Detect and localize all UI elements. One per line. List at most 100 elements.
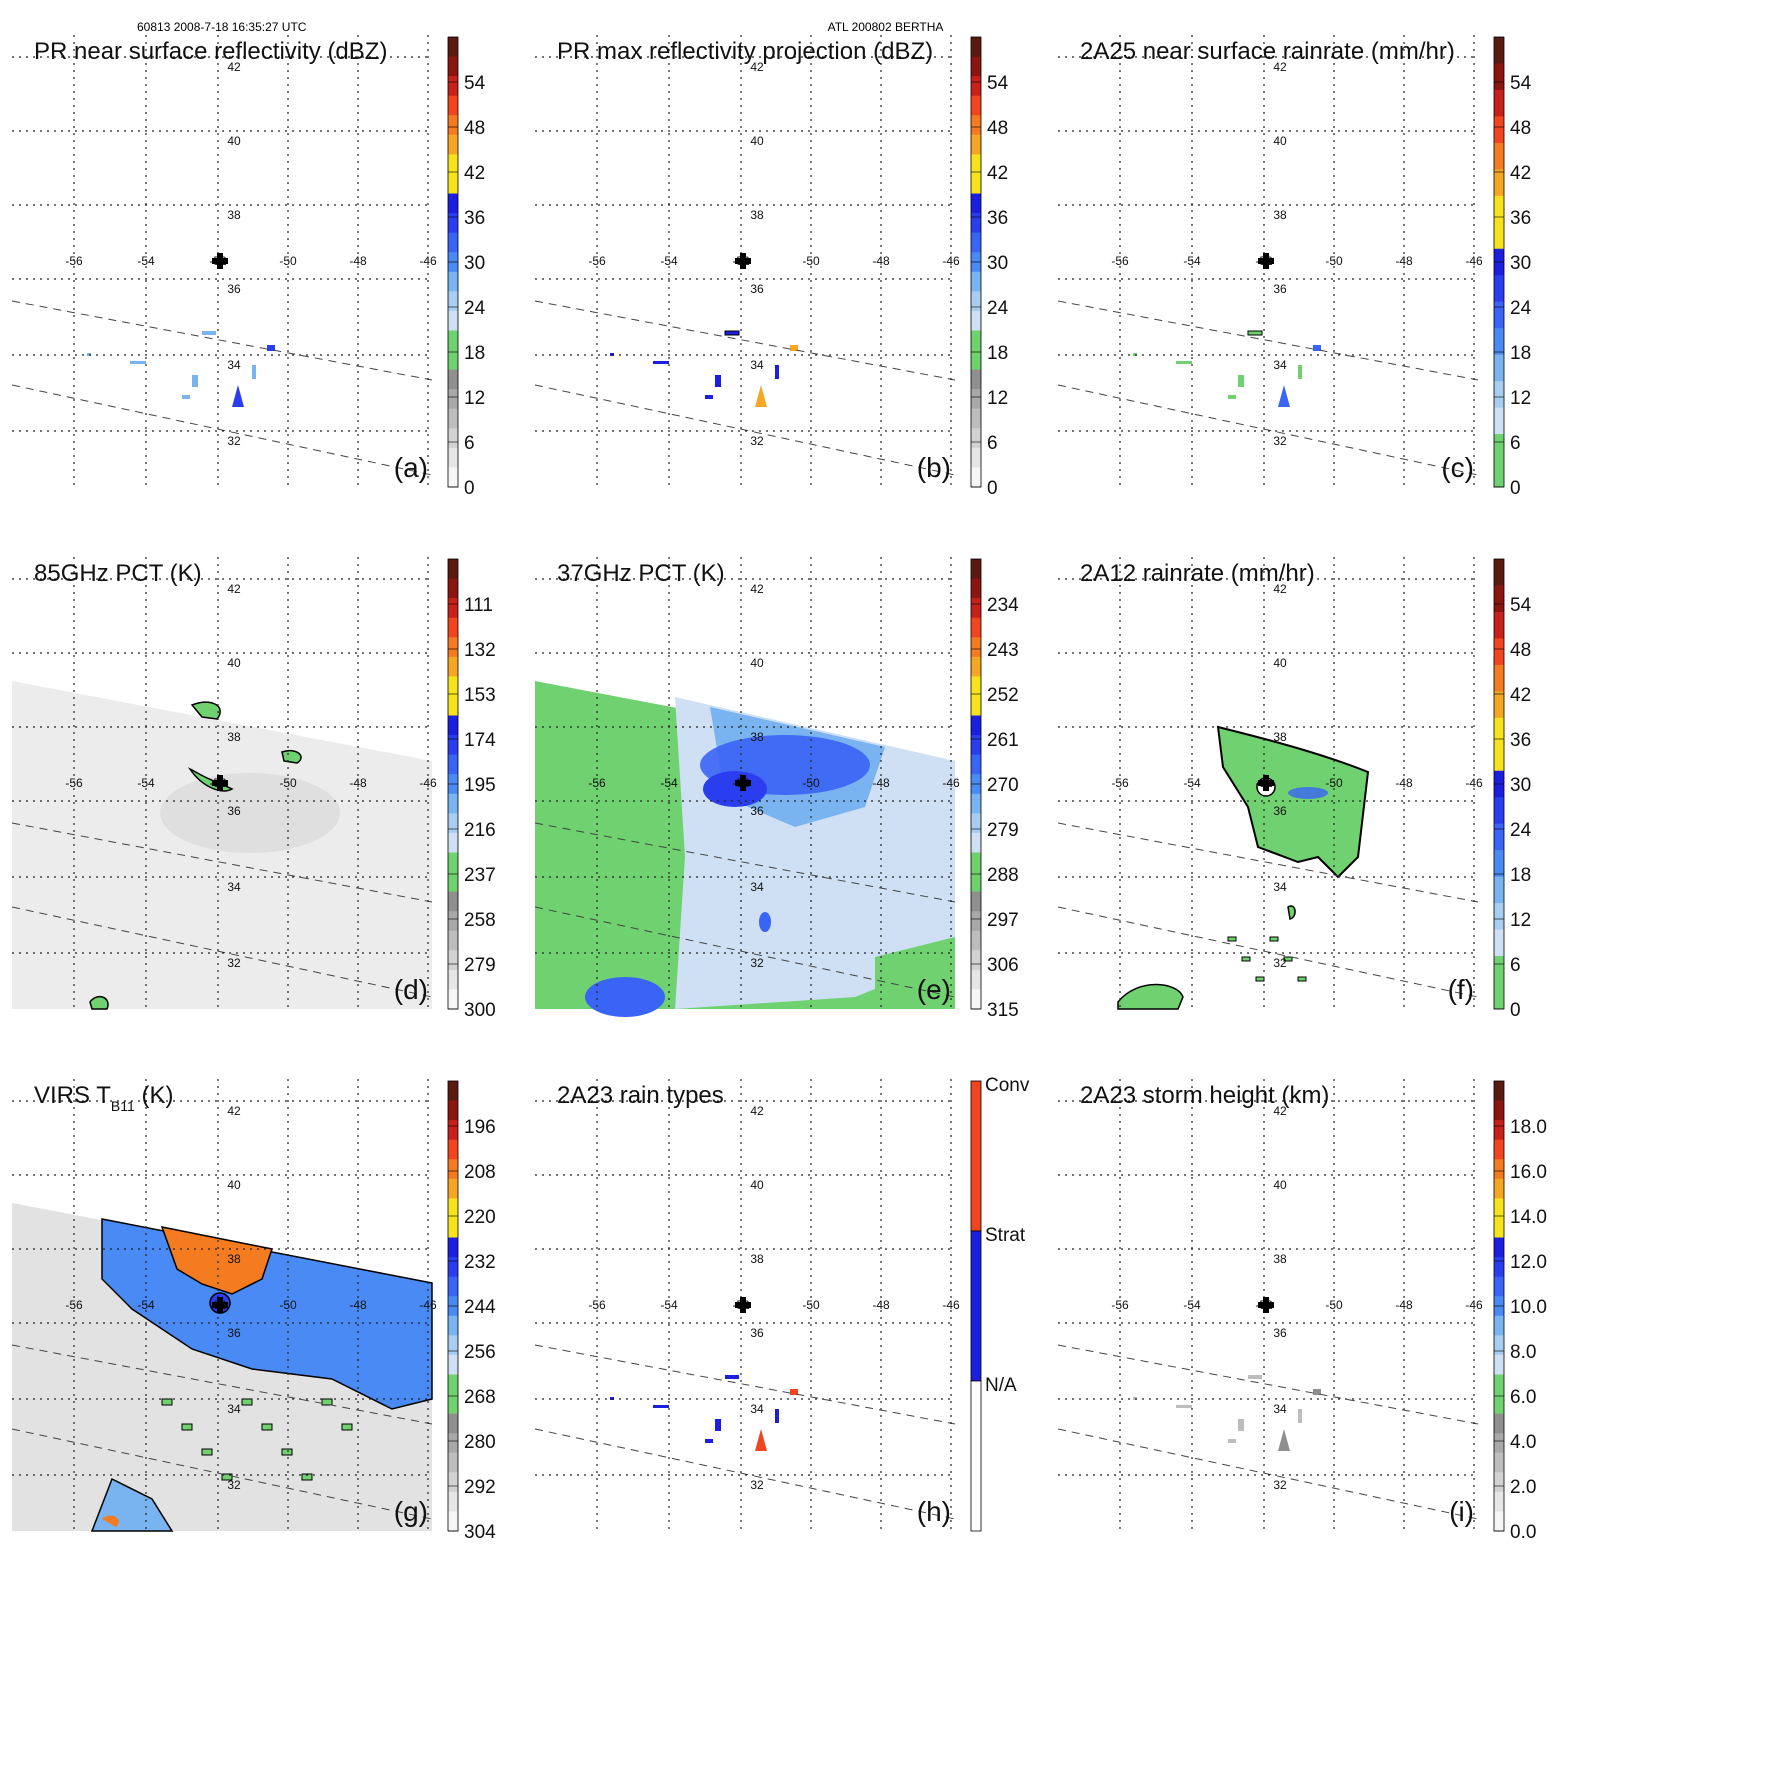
lon-tick-label: -56 [65, 254, 83, 268]
rain-pixel [1255, 976, 1265, 982]
colorbar-tick-label: 0 [1510, 1000, 1521, 1021]
lon-tick-label: -48 [349, 776, 367, 790]
colorbar-segment [448, 350, 458, 371]
colorbar-segment [448, 1081, 458, 1102]
colorbar-tick-label: 0 [987, 478, 998, 499]
colorbar-segment [1494, 585, 1504, 613]
colorbar-tick-label: 6 [1510, 433, 1521, 454]
lat-tick-label: 40 [227, 1178, 241, 1192]
colorbar-segment [1494, 691, 1504, 719]
lon-tick-label: -46 [942, 1298, 960, 1312]
colorbar-segment [1494, 1491, 1504, 1512]
lat-tick-label: 34 [1273, 1402, 1287, 1416]
colorbar-tick-label: 208 [464, 1162, 496, 1183]
colorbar-segment [448, 291, 458, 312]
colorbar-segment [1494, 116, 1504, 144]
colorbar-segment [971, 408, 981, 429]
lat-tick-label: 36 [750, 1326, 764, 1340]
colorbar-segment [448, 715, 458, 736]
lon-tick-label: -48 [1395, 1298, 1413, 1312]
colorbar-segment [1494, 1237, 1504, 1258]
lat-tick-label: 42 [750, 582, 764, 596]
colorbar-segment [448, 930, 458, 951]
storm-center-icon [735, 775, 751, 791]
lon-tick-label: -50 [802, 254, 820, 268]
lat-tick-label: 32 [1273, 1478, 1287, 1492]
lat-tick-label: 38 [750, 208, 764, 222]
colorbar-segment [971, 852, 981, 873]
colorbar-tick-label: 292 [464, 1477, 496, 1498]
storm-center-bar [217, 253, 223, 269]
cold-cloud-top [102, 1515, 119, 1527]
panel-label: (e) [917, 974, 951, 1005]
lon-tick-label: -48 [349, 254, 367, 268]
rain-cell [1313, 345, 1321, 351]
colorbar-segment [1494, 982, 1504, 1010]
colorbar-segment [971, 173, 981, 195]
lat-tick-label: 40 [750, 1178, 764, 1192]
colorbar-tick-label: 258 [464, 910, 496, 931]
panel-title: 2A12 rainrate (mm/hr) [1080, 560, 1315, 587]
rainband [585, 977, 665, 1017]
lat-tick-label: 42 [227, 60, 241, 74]
colorbar-segment [448, 676, 458, 697]
lat-tick-label: 36 [227, 282, 241, 296]
rain-cell [267, 345, 275, 351]
colorbar-segment [1494, 434, 1504, 462]
rain-cell [653, 361, 669, 364]
rain-area [1216, 725, 1370, 879]
lat-tick-label: 42 [1273, 582, 1287, 596]
colorbar-segment [971, 76, 981, 97]
lat-tick-label: 38 [227, 1252, 241, 1266]
colorbar-segment [971, 291, 981, 312]
lon-tick-label: -46 [419, 1298, 437, 1312]
lat-tick-label: 38 [1273, 1252, 1287, 1266]
colorbar-segment [1494, 1335, 1504, 1356]
lat-tick-label: 36 [1273, 282, 1287, 296]
storm-id-label: ATL 200802 BERTHA [827, 20, 944, 34]
colorbar-segment [448, 1354, 458, 1375]
rain-cell [1248, 1375, 1262, 1379]
panel-label: (a) [394, 452, 428, 483]
colorbar-tick-label: 12 [1510, 910, 1531, 931]
colorbar-segment [1494, 381, 1504, 409]
colorbar-segment [1494, 169, 1504, 197]
colorbar-tick-label: 232 [464, 1252, 496, 1273]
colorbar-tick-label: 268 [464, 1387, 496, 1408]
colorbar-tick-label: 36 [1510, 730, 1531, 751]
lat-tick-label: 38 [750, 730, 764, 744]
rain-cell [775, 365, 779, 379]
colorbar-segment [971, 872, 981, 893]
panel-label: (h) [917, 1496, 951, 1527]
swath-edge [1057, 1344, 1479, 1425]
lon-tick-label: -50 [1325, 254, 1343, 268]
colorbar-segment [1494, 407, 1504, 435]
lat-tick-label: 38 [750, 1252, 764, 1266]
swath-layer [610, 1375, 798, 1451]
colorbar-tick-label: 42 [987, 163, 1008, 184]
lat-tick-label: 42 [1273, 60, 1287, 74]
colorbar-segment [1494, 664, 1504, 692]
lat-tick-label: 38 [1273, 730, 1287, 744]
colorbar-segment [448, 134, 458, 155]
rain-cell [1176, 361, 1192, 364]
storm-center-bar [740, 1297, 746, 1313]
rain-cell [790, 1389, 798, 1395]
colorbar-segment [1494, 850, 1504, 878]
rain-cell [705, 395, 713, 399]
rain-cell [202, 331, 216, 335]
panel-title-suffix: (K) [135, 1082, 174, 1109]
panel-label: (i) [1449, 1496, 1474, 1527]
colorbar-segment [1494, 1472, 1504, 1493]
colorbar: 18.0 16.0 14.0 12.0 10.0 8.0 6.0 4.0 2.0 0.0 [1493, 1080, 1547, 1543]
colorbar: 54 48 42 36 30 24 18 12 6 0 [1493, 36, 1532, 499]
cloud-pixel [221, 1473, 233, 1481]
lon-tick-label: -54 [660, 776, 678, 790]
colorbar-segment [970, 1080, 982, 1232]
colorbar-segment [448, 389, 458, 410]
rain-pixel [1269, 936, 1279, 942]
colorbar-tick-label: 297 [987, 910, 1019, 931]
lat-tick-label: 36 [1273, 1326, 1287, 1340]
colorbar-segment [448, 1335, 458, 1356]
